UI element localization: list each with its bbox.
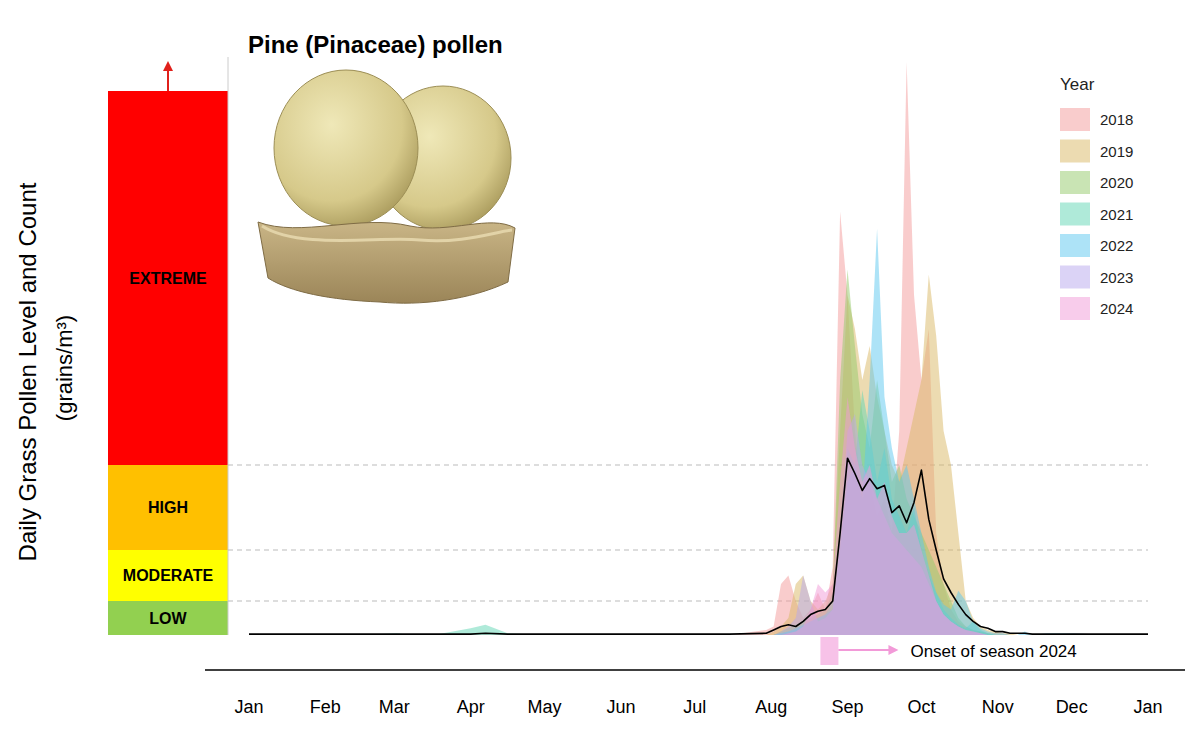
legend-swatch bbox=[1060, 203, 1090, 226]
legend-swatch bbox=[1060, 234, 1090, 257]
annotation-arrow bbox=[838, 649, 890, 651]
pollen-illustration bbox=[258, 70, 515, 303]
grid-line bbox=[228, 464, 1148, 465]
level-arrow-head bbox=[163, 61, 173, 71]
area-2022 bbox=[249, 229, 1148, 635]
plot-area bbox=[249, 62, 1148, 635]
x-tick-label: Dec bbox=[1056, 697, 1088, 717]
legend-swatch bbox=[1060, 108, 1090, 131]
legend-title: Year bbox=[1060, 75, 1095, 94]
grid-line bbox=[228, 549, 1148, 550]
area-2023 bbox=[249, 414, 1148, 635]
level-label: EXTREME bbox=[129, 270, 207, 287]
level-label: HIGH bbox=[148, 499, 188, 516]
annotation-marker bbox=[820, 637, 838, 665]
level-arrow bbox=[167, 69, 169, 91]
legend-label: 2024 bbox=[1100, 300, 1133, 317]
y-axis-label: Daily Grass Pollen Level and Count bbox=[14, 182, 41, 561]
pollen-sac bbox=[274, 70, 418, 226]
x-tick-label: Mar bbox=[379, 697, 410, 717]
title: Pine (Pinaceae) pollen bbox=[248, 31, 503, 58]
level-band bbox=[108, 465, 228, 550]
x-tick-label: Apr bbox=[457, 697, 485, 717]
x-tick-label: Aug bbox=[755, 697, 787, 717]
x-tick-label: Sep bbox=[831, 697, 863, 717]
legend-label: 2022 bbox=[1100, 237, 1133, 254]
area-2020 bbox=[249, 270, 1148, 636]
legend-label: 2023 bbox=[1100, 269, 1133, 286]
area-2019 bbox=[249, 275, 1148, 635]
annotation-text: Onset of season 2024 bbox=[910, 642, 1076, 661]
legend-label: 2021 bbox=[1100, 206, 1133, 223]
area-2024 bbox=[249, 397, 1148, 635]
legend-swatch bbox=[1060, 266, 1090, 289]
level-label: LOW bbox=[149, 610, 187, 627]
x-tick-label: Oct bbox=[907, 697, 935, 717]
area-2018 bbox=[249, 62, 1148, 635]
legend-label: 2018 bbox=[1100, 111, 1133, 128]
x-tick-label: Jan bbox=[1133, 697, 1162, 717]
y-axis-unit: (grains/m³) bbox=[52, 315, 77, 421]
legend-label: 2020 bbox=[1100, 174, 1133, 191]
x-tick-label: Feb bbox=[310, 697, 341, 717]
legend-label: 2019 bbox=[1100, 143, 1133, 160]
level-band bbox=[108, 601, 228, 635]
legend-swatch bbox=[1060, 297, 1090, 320]
y-axis-line bbox=[228, 57, 229, 635]
level-band bbox=[108, 91, 228, 465]
grid-line bbox=[228, 600, 1148, 601]
x-tick-label: Jun bbox=[606, 697, 635, 717]
background bbox=[0, 0, 1200, 734]
x-tick-label: Nov bbox=[982, 697, 1014, 717]
level-label: MODERATE bbox=[123, 567, 214, 584]
legend: Year 2018 2019 2020 2021 2022 2023 2024 bbox=[1060, 75, 1133, 320]
x-tick-label: May bbox=[528, 697, 562, 717]
x-axis-line bbox=[205, 669, 1185, 671]
area-2021 bbox=[249, 390, 1148, 635]
level-band bbox=[108, 550, 228, 601]
x-tick-label: Jan bbox=[234, 697, 263, 717]
legend-swatch bbox=[1060, 140, 1090, 163]
pollen-body bbox=[258, 222, 515, 303]
x-tick-label: Jul bbox=[683, 697, 706, 717]
annotation-arrow-head bbox=[888, 645, 898, 655]
pollen-rim bbox=[262, 226, 512, 241]
chart: Pine (Pinaceae) pollen Daily Grass Pollen… bbox=[0, 0, 1200, 734]
legend-swatch bbox=[1060, 171, 1090, 194]
line-series bbox=[249, 458, 1148, 634]
